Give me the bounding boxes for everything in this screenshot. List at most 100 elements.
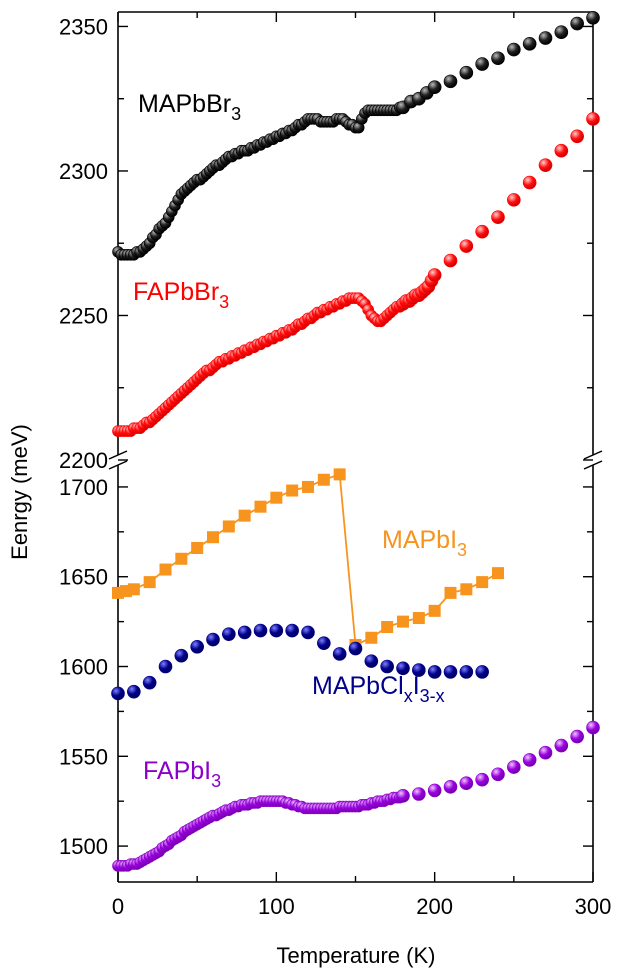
data-point-fapbi3 bbox=[396, 789, 410, 803]
data-point-mapbclxi3-x bbox=[174, 648, 189, 663]
data-point-mapbi3 bbox=[444, 586, 457, 599]
data-point-fapbbr3 bbox=[554, 143, 569, 158]
y-tick-label: 1600 bbox=[59, 655, 108, 680]
data-point-mapbi3 bbox=[119, 585, 132, 598]
data-point-mapbi3 bbox=[460, 583, 473, 596]
data-point-fapbbr3 bbox=[491, 210, 505, 225]
data-point-mapbclxi3-x bbox=[380, 659, 394, 674]
data-point-mapbi3 bbox=[302, 480, 314, 493]
data-point-mapbbr3 bbox=[522, 36, 537, 51]
y-tick-label: 2350 bbox=[59, 14, 108, 39]
data-point-mapbi3 bbox=[397, 615, 409, 628]
x-tick-label: 300 bbox=[575, 894, 612, 919]
data-point-mapbi3 bbox=[365, 631, 378, 644]
data-point-mapbi3 bbox=[270, 491, 283, 504]
data-point-fapbbr3 bbox=[570, 129, 584, 144]
data-point-mapbclxi3-x bbox=[475, 665, 489, 679]
data-point-mapbclxi3-x bbox=[301, 625, 315, 640]
data-point-mapbclxi3-x bbox=[253, 623, 268, 638]
data-point-mapbclxi3-x bbox=[285, 623, 299, 638]
data-point-fapbi3 bbox=[522, 753, 537, 767]
y-tick-label: 1550 bbox=[59, 744, 108, 769]
x-tick-label: 200 bbox=[416, 894, 453, 919]
y-tick-label: 2200 bbox=[59, 448, 108, 473]
data-point-fapbi3 bbox=[443, 780, 458, 794]
data-point-mapbclxi3-x bbox=[158, 659, 173, 674]
axis-break-mark bbox=[583, 450, 603, 460]
data-point-mapbi3 bbox=[412, 612, 425, 625]
data-point-mapbbr3 bbox=[427, 80, 442, 94]
data-point-mapbclxi3-x bbox=[222, 627, 236, 641]
x-axis-label: Temperature (K) bbox=[277, 943, 436, 968]
data-point-fapbbr3 bbox=[538, 158, 553, 172]
y-tick-label: 1700 bbox=[59, 475, 108, 500]
data-point-fapbi3 bbox=[427, 783, 442, 798]
data-point-mapbbr3 bbox=[475, 57, 489, 71]
data-point-mapbclxi3-x bbox=[412, 663, 426, 677]
data-point-mapbbr3 bbox=[459, 65, 474, 80]
data-point-mapbi3 bbox=[317, 473, 330, 486]
data-point-mapbi3 bbox=[333, 468, 346, 481]
data-point-fapbi3 bbox=[570, 729, 584, 744]
series-label-mapbclxi3-x: MAPbClxI3-x bbox=[312, 672, 445, 706]
data-point-fapbi3 bbox=[507, 760, 521, 774]
data-point-mapbclxi3-x bbox=[206, 632, 220, 647]
data-point-mapbclxi3-x bbox=[364, 654, 379, 668]
data-point-fapbi3 bbox=[475, 772, 489, 787]
series-label-mapbi3: MAPbI3 bbox=[382, 526, 467, 560]
data-point-mapbi3 bbox=[222, 520, 235, 533]
y-axis-label: Eenrgy (meV) bbox=[7, 424, 32, 560]
data-point-mapbi3 bbox=[127, 583, 140, 596]
data-point-mapbi3 bbox=[143, 576, 156, 589]
data-point-mapbclxi3-x bbox=[427, 665, 442, 679]
data-point-mapbi3 bbox=[286, 484, 299, 497]
data-point-mapbclxi3-x bbox=[269, 623, 284, 638]
data-point-fapbi3 bbox=[412, 787, 426, 801]
data-point-mapbbr3 bbox=[491, 51, 505, 66]
axis-break-mark bbox=[108, 450, 128, 460]
data-point-mapbclxi3-x bbox=[396, 661, 410, 676]
series-label-fapbbr3: FAPbBr3 bbox=[133, 278, 229, 312]
data-point-mapbbr3 bbox=[507, 42, 521, 57]
y-tick-label: 2300 bbox=[59, 159, 108, 184]
data-point-fapbi3 bbox=[554, 738, 569, 753]
data-point-mapbi3 bbox=[254, 500, 267, 513]
data-point-mapbi3 bbox=[159, 563, 172, 576]
data-point-mapbi3 bbox=[428, 604, 441, 617]
data-point-fapbbr3 bbox=[475, 224, 489, 239]
series-label-mapbbr3: MAPbBr3 bbox=[138, 90, 241, 124]
data-point-mapbclxi3-x bbox=[142, 675, 157, 690]
data-point-mapbbr3 bbox=[443, 74, 458, 89]
data-point-mapbi3 bbox=[207, 531, 219, 544]
data-point-mapbclxi3-x bbox=[459, 665, 474, 679]
data-point-mapbbr3 bbox=[554, 25, 569, 40]
data-point-fapbbr3 bbox=[507, 193, 521, 207]
data-point-mapbi3 bbox=[492, 567, 504, 580]
x-tick-label: 0 bbox=[112, 894, 124, 919]
data-point-fapbi3 bbox=[491, 767, 505, 782]
data-point-fapbi3 bbox=[459, 776, 474, 791]
data-point-fapbbr3 bbox=[586, 112, 600, 126]
data-point-mapbi3 bbox=[175, 552, 188, 565]
data-point-fapbbr3 bbox=[443, 253, 458, 268]
axis-break-mark bbox=[108, 460, 128, 470]
data-point-mapbclxi3-x bbox=[348, 641, 363, 656]
y-tick-label: 2250 bbox=[59, 303, 108, 328]
data-point-mapbclxi3-x bbox=[190, 639, 204, 654]
data-point-mapbclxi3-x bbox=[443, 665, 458, 679]
data-point-mapbi3 bbox=[381, 621, 394, 634]
data-point-fapbi3 bbox=[586, 720, 600, 735]
data-point-mapbclxi3-x bbox=[317, 636, 331, 650]
series-label-fapbi3: FAPbI3 bbox=[143, 757, 221, 791]
data-point-fapbbr3 bbox=[459, 239, 474, 253]
data-point-fapbbr3 bbox=[427, 268, 442, 282]
y-tick-label: 1500 bbox=[59, 834, 108, 859]
data-point-mapbi3 bbox=[476, 576, 489, 589]
data-point-mapbi3 bbox=[238, 509, 251, 522]
data-point-mapbclxi3-x bbox=[332, 647, 347, 661]
y-tick-label: 1650 bbox=[59, 565, 108, 590]
data-point-mapbi3 bbox=[191, 541, 204, 554]
series-line-mapbi3 bbox=[117, 473, 499, 647]
data-point-fapbbr3 bbox=[522, 175, 537, 190]
